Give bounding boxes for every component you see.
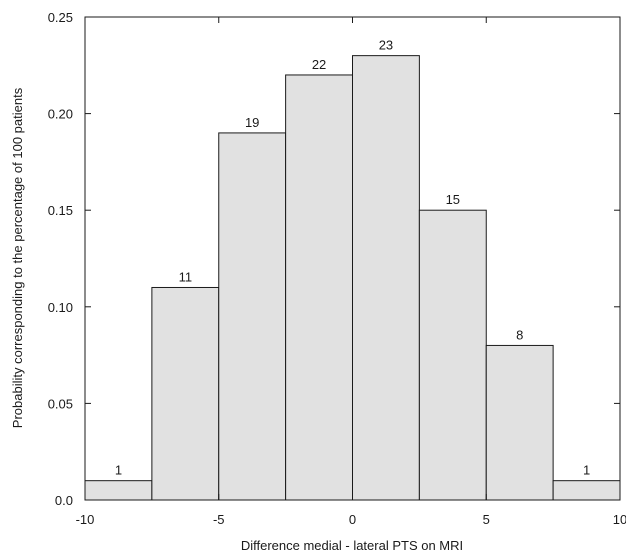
y-tick-label: 0.0: [55, 493, 73, 508]
y-tick-label: 0.05: [48, 396, 73, 411]
histogram-bar: [218, 132, 287, 501]
histogram-bar: [84, 480, 153, 501]
y-axis-title: Probability corresponding to the percent…: [10, 87, 25, 428]
histogram-bar: [485, 344, 554, 501]
bar-value-label: 1: [115, 463, 122, 478]
bar-value-label: 23: [379, 38, 393, 53]
histogram-bar: [552, 480, 621, 501]
x-tick-label: 0: [349, 512, 356, 527]
histogram-bar: [285, 74, 353, 501]
y-tick-label: 0.20: [48, 107, 73, 122]
bar-value-label: 15: [446, 192, 460, 207]
bar-value-label: 1: [583, 463, 590, 478]
histogram-bar: [418, 209, 487, 501]
bars-layer: [84, 55, 621, 501]
y-tick-label: 0.15: [48, 203, 73, 218]
histogram-bar: [151, 286, 220, 501]
bar-value-label: 22: [312, 57, 326, 72]
axes-layer: -10 -5 0 5 10 0.0 0.05 0.10 0.15 0.20 0.25: [48, 10, 626, 527]
bar-value-label: 19: [245, 115, 259, 130]
x-tick-label: 10: [613, 512, 626, 527]
bar-value-label: 11: [179, 269, 193, 284]
x-tick-label: -5: [213, 512, 225, 527]
histogram-bar: [352, 55, 420, 501]
bar-value-label: 8: [516, 327, 523, 342]
x-tick-label: -10: [76, 512, 95, 527]
y-tick-label: 0.10: [48, 300, 73, 315]
x-tick-label: 5: [483, 512, 490, 527]
y-tick-label: 0.25: [48, 10, 73, 25]
x-axis-title: Difference medial - lateral PTS on MRI: [241, 538, 463, 553]
